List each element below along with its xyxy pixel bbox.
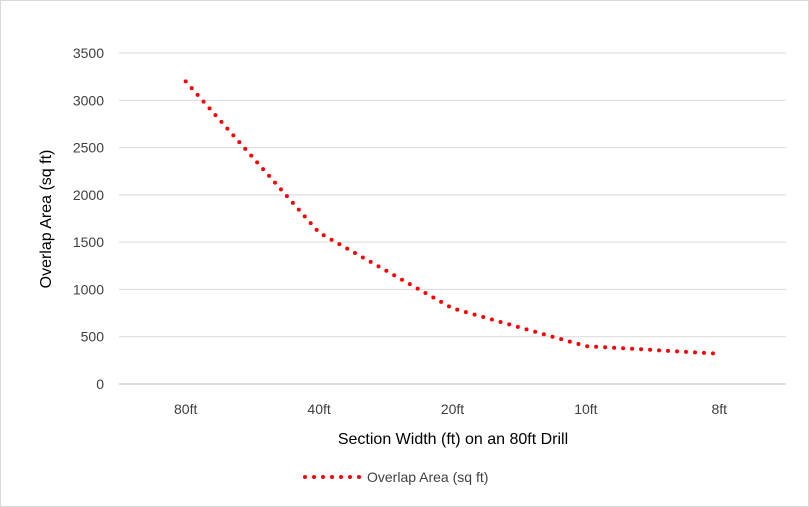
y-axis-title: Overlap Area (sq ft) [38, 150, 55, 289]
legend-label: Overlap Area (sq ft) [367, 469, 488, 485]
y-tick-label: 1000 [73, 281, 104, 297]
x-tick-label: 80ft [174, 401, 197, 417]
legend: Overlap Area (sq ft) [303, 469, 488, 485]
x-tick-label: 40ft [307, 401, 330, 417]
y-tick-labels: 0 500 1000 1500 2000 2500 3000 3500 [73, 45, 104, 392]
y-tick-label: 2500 [73, 140, 104, 156]
series-layer [183, 79, 722, 356]
y-tick-label: 3500 [73, 45, 104, 61]
series-line-0 [183, 79, 722, 356]
y-tick-label: 1500 [73, 234, 104, 250]
y-tick-label: 2000 [73, 187, 104, 203]
x-tick-label: 10ft [574, 401, 597, 417]
x-tick-labels: 80ft 40ft 20ft 10ft 8ft [174, 401, 727, 417]
y-tick-label: 3000 [73, 92, 104, 108]
x-tick-label: 8ft [712, 401, 728, 417]
y-tick-label: 0 [96, 376, 104, 392]
x-tick-label: 20ft [441, 401, 464, 417]
y-tick-label: 500 [81, 329, 105, 345]
x-axis-title: Section Width (ft) on an 80ft Drill [338, 431, 568, 448]
gridlines [119, 52, 786, 385]
